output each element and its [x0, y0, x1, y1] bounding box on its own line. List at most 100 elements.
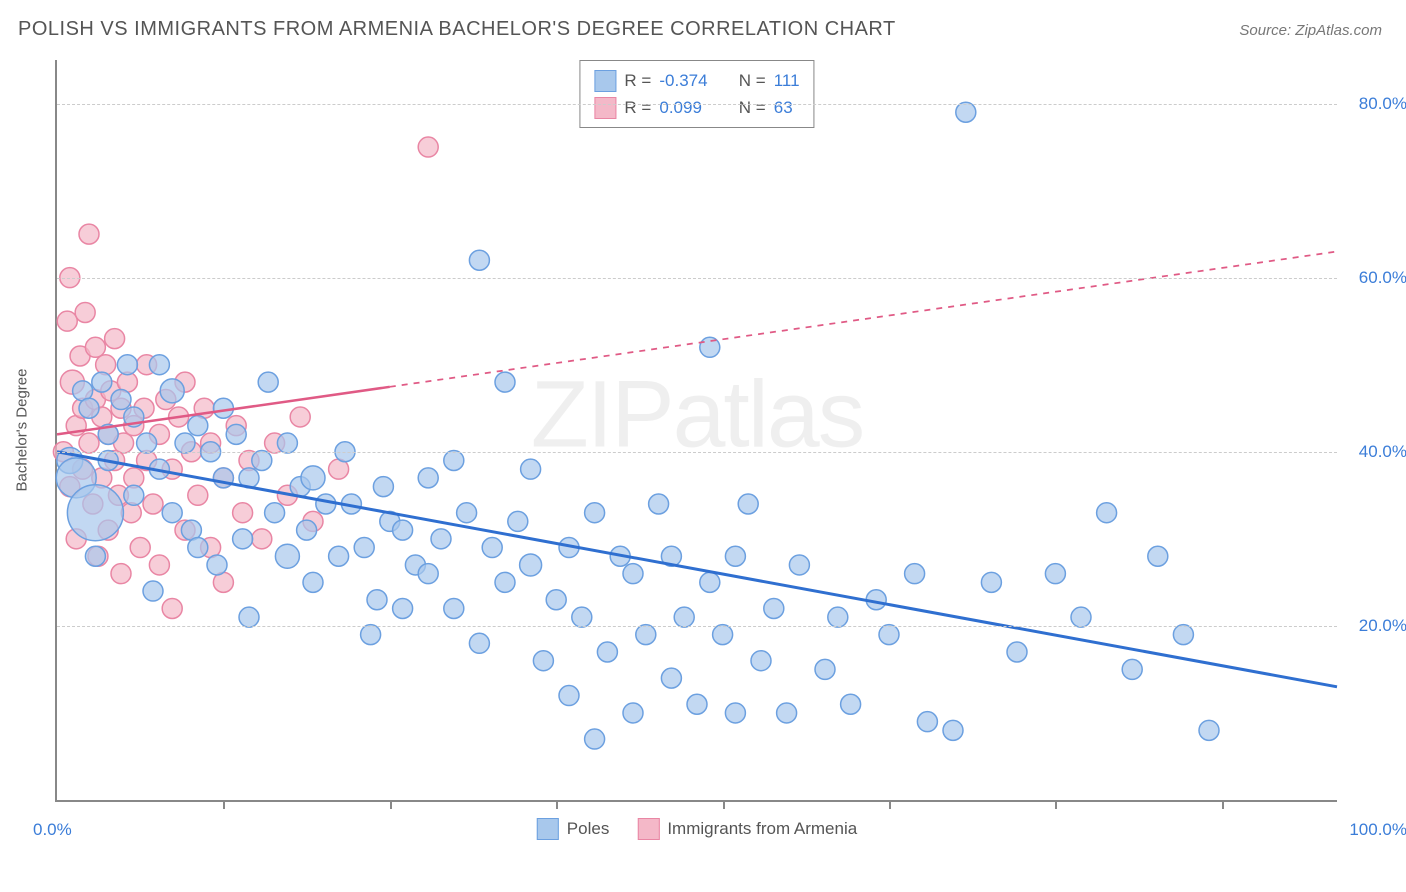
data-point [75, 302, 95, 322]
data-point [725, 703, 745, 723]
y-tick-label: 20.0% [1359, 616, 1406, 636]
data-point [777, 703, 797, 723]
data-point [265, 503, 285, 523]
data-point [418, 564, 438, 584]
data-point [297, 520, 317, 540]
trend-line [57, 452, 1337, 687]
data-point [160, 379, 184, 403]
data-point [361, 625, 381, 645]
data-point [572, 607, 592, 627]
data-point [117, 355, 137, 375]
data-point [418, 468, 438, 488]
data-point [275, 544, 299, 568]
data-point [105, 329, 125, 349]
data-point [661, 668, 681, 688]
data-point [277, 433, 297, 453]
data-point [149, 555, 169, 575]
y-tick-label: 60.0% [1359, 268, 1406, 288]
data-point [303, 572, 323, 592]
trend-line-dashed [390, 252, 1337, 387]
legend: Poles Immigrants from Armenia [537, 818, 857, 840]
data-point [233, 529, 253, 549]
data-point [111, 390, 131, 410]
data-point [143, 581, 163, 601]
legend-swatch [637, 818, 659, 840]
data-point [943, 720, 963, 740]
data-point [1007, 642, 1027, 662]
legend-label: Immigrants from Armenia [667, 819, 857, 839]
data-point [444, 450, 464, 470]
stats-row: R =0.099 N =63 [594, 94, 799, 121]
data-point [316, 494, 336, 514]
data-point [559, 686, 579, 706]
data-point [815, 659, 835, 679]
y-axis-title: Bachelor's Degree [14, 369, 31, 492]
data-point [130, 538, 150, 558]
data-point [495, 572, 515, 592]
data-point [207, 555, 227, 575]
data-point [393, 598, 413, 618]
correlation-stats-box: R =-0.374 N =111R =0.099 N =63 [579, 60, 814, 128]
data-point [188, 538, 208, 558]
data-point [92, 372, 112, 392]
data-point [301, 466, 325, 490]
stat-r-label: R = [624, 67, 651, 94]
data-point [393, 520, 413, 540]
data-point [111, 564, 131, 584]
data-point [239, 607, 259, 627]
legend-item: Poles [537, 818, 610, 840]
data-point [789, 555, 809, 575]
data-point [1199, 720, 1219, 740]
data-point [354, 538, 374, 558]
data-point [905, 564, 925, 584]
x-axis-max-label: 100.0% [1349, 820, 1406, 840]
stat-n-label: N = [729, 94, 765, 121]
data-point [367, 590, 387, 610]
data-point [124, 485, 144, 505]
data-point [469, 250, 489, 270]
data-point [469, 633, 489, 653]
data-point [828, 607, 848, 627]
source-attribution: Source: ZipAtlas.com [1239, 22, 1382, 39]
data-point [623, 564, 643, 584]
series-swatch [594, 97, 616, 119]
data-point [520, 554, 542, 576]
series-swatch [594, 70, 616, 92]
stat-n-value: 63 [774, 94, 793, 121]
data-point [290, 407, 310, 427]
data-point [143, 494, 163, 514]
data-point [585, 729, 605, 749]
data-point [713, 625, 733, 645]
data-point [700, 572, 720, 592]
data-point [1148, 546, 1168, 566]
data-point [188, 416, 208, 436]
data-point [623, 703, 643, 723]
data-point [431, 529, 451, 549]
legend-swatch [537, 818, 559, 840]
y-tick-label: 40.0% [1359, 442, 1406, 462]
data-point [1173, 625, 1193, 645]
data-point [79, 224, 99, 244]
data-point [674, 607, 694, 627]
source-label: Source: [1239, 22, 1291, 39]
data-point [226, 424, 246, 444]
data-point [67, 485, 123, 541]
gridline [57, 104, 1337, 105]
data-point [725, 546, 745, 566]
data-point [373, 477, 393, 497]
stat-n-label: N = [729, 67, 765, 94]
data-point [597, 642, 617, 662]
data-point [687, 694, 707, 714]
gridline [57, 626, 1337, 627]
data-point [956, 102, 976, 122]
data-point [1071, 607, 1091, 627]
data-point [700, 337, 720, 357]
stat-r-label: R = [624, 94, 651, 121]
x-tick [390, 800, 392, 809]
x-tick [223, 800, 225, 809]
data-point [57, 311, 77, 331]
data-point [162, 503, 182, 523]
data-point [252, 450, 272, 470]
data-point [329, 546, 349, 566]
data-point [533, 651, 553, 671]
